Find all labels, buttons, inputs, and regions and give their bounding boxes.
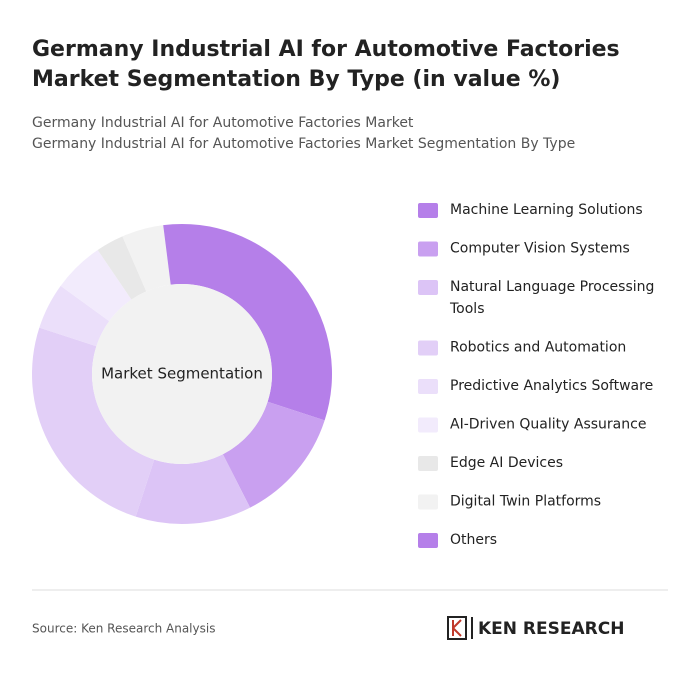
legend-swatch <box>418 203 438 218</box>
legend-swatch <box>418 533 438 548</box>
legend-swatch <box>418 494 438 510</box>
legend-swatch <box>418 241 438 257</box>
legend-label: Computer Vision Systems <box>450 241 630 257</box>
legend-label: Machine Learning Solutions <box>450 202 643 218</box>
donut-segment <box>122 225 171 292</box>
title-line: Germany Industrial AI for Automotive Fac… <box>32 37 620 62</box>
center-label: Market Segmentation <box>101 365 263 383</box>
donut-segment <box>135 454 251 524</box>
title-line: Market Segmentation By Type (in value %) <box>32 67 560 92</box>
legend-swatch <box>418 280 438 295</box>
subtitle-line: Germany Industrial AI for Automotive Fac… <box>32 115 414 131</box>
legend-swatch <box>418 340 438 356</box>
legend: Machine Learning Solutions Computer Visio… <box>418 202 654 548</box>
logo: KEN RESEARCH <box>447 616 624 640</box>
legend-swatch <box>418 456 438 471</box>
donut-segment <box>32 327 155 517</box>
donut-segment <box>163 224 182 285</box>
donut-segment <box>97 236 147 300</box>
legend-label: Edge AI Devices <box>450 455 563 471</box>
donut <box>32 224 332 524</box>
legend-label: Others <box>450 532 497 548</box>
donut-segment <box>182 224 332 421</box>
brand: KEN RESEARCH <box>478 619 624 639</box>
donut-segment <box>39 285 110 347</box>
legend-label: Digital Twin Platforms <box>450 494 601 510</box>
donut-segment <box>60 249 132 322</box>
source: Source: Ken Research Analysis <box>32 622 215 636</box>
subtitle-line: Germany Industrial AI for Automotive Fac… <box>32 136 575 152</box>
donut-hole <box>92 284 272 464</box>
legend-swatch <box>418 379 438 394</box>
donut-segment <box>222 401 325 508</box>
legend-swatch <box>418 417 438 433</box>
legend-label: Predictive Analytics Software <box>450 378 653 394</box>
legend-label: Natural Language Processing Tools <box>449 279 654 317</box>
logo-icon <box>447 616 467 640</box>
legend-label: AI-Driven Quality Assurance <box>450 417 646 433</box>
legend-label: Robotics and Automation <box>450 340 626 356</box>
logo-icon <box>452 619 462 637</box>
